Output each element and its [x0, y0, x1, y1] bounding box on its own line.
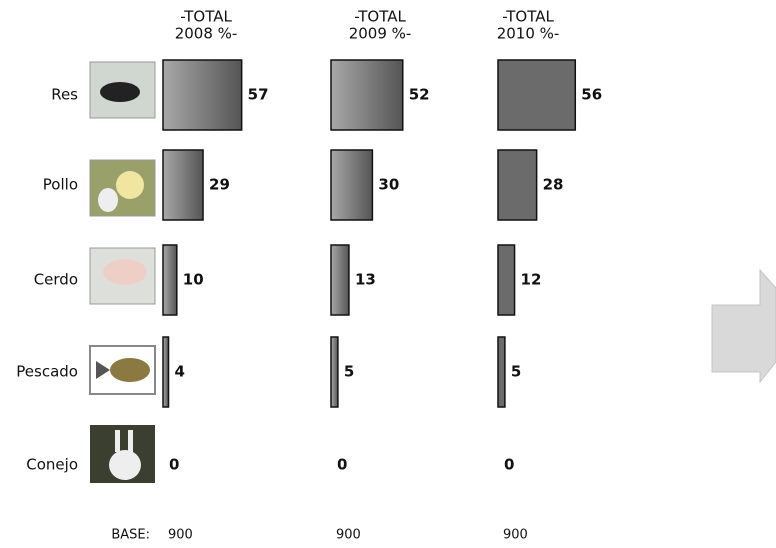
value-label: 28 — [543, 176, 564, 194]
value-label: 12 — [521, 271, 542, 289]
bar — [162, 149, 204, 221]
picture-conejo-ear — [128, 430, 133, 452]
panel-title: -TOTAL — [354, 8, 406, 26]
category-label: Conejo — [26, 456, 78, 474]
base-value: 900 — [336, 528, 361, 543]
picture-pescado-tail — [96, 361, 110, 379]
panel-title: -TOTAL — [502, 8, 554, 26]
arrow — [711, 268, 776, 384]
picture-pollo-egg — [98, 188, 118, 212]
base-value: 900 — [168, 528, 193, 543]
value-label: 0 — [169, 456, 179, 474]
panel-title: 2009 %- — [349, 25, 412, 43]
bar — [497, 244, 516, 316]
value-label: 5 — [344, 363, 354, 381]
picture-pescado-shape — [110, 358, 150, 382]
picture-conejo-ear — [115, 430, 120, 452]
bar — [162, 59, 243, 131]
value-label: 10 — [183, 271, 204, 289]
bar — [330, 336, 339, 408]
panel-title: 2008 %- — [175, 25, 238, 43]
bar — [330, 59, 404, 131]
bar — [497, 59, 577, 131]
panel-title: -TOTAL — [180, 8, 232, 26]
bar — [162, 336, 170, 408]
value-label: 0 — [504, 456, 514, 474]
bar — [330, 149, 374, 221]
bar — [162, 244, 178, 316]
value-label: 29 — [209, 176, 230, 194]
panel-title: 2010 %- — [497, 25, 560, 43]
value-label: 5 — [511, 363, 521, 381]
value-label: 30 — [378, 176, 399, 194]
bar — [497, 149, 538, 221]
base-label: BASE: — [111, 528, 150, 543]
picture-pollo-shape — [116, 171, 144, 199]
value-label: 4 — [175, 363, 185, 381]
bar — [330, 244, 350, 316]
value-label: 0 — [337, 456, 347, 474]
value-label: 56 — [581, 86, 602, 104]
value-label: 13 — [355, 271, 376, 289]
bar — [497, 336, 506, 408]
category-label: Pollo — [43, 176, 78, 194]
base-value: 900 — [503, 528, 528, 543]
picture-conejo-shape — [109, 450, 141, 480]
pictures — [89, 61, 156, 483]
value-label: 57 — [248, 86, 269, 104]
picture-cerdo-shape — [103, 259, 147, 285]
category-label: Res — [51, 86, 78, 104]
category-label: Pescado — [16, 363, 78, 381]
category-label: Cerdo — [34, 271, 78, 289]
picture-res-shape — [100, 82, 140, 102]
value-label: 52 — [409, 86, 430, 104]
